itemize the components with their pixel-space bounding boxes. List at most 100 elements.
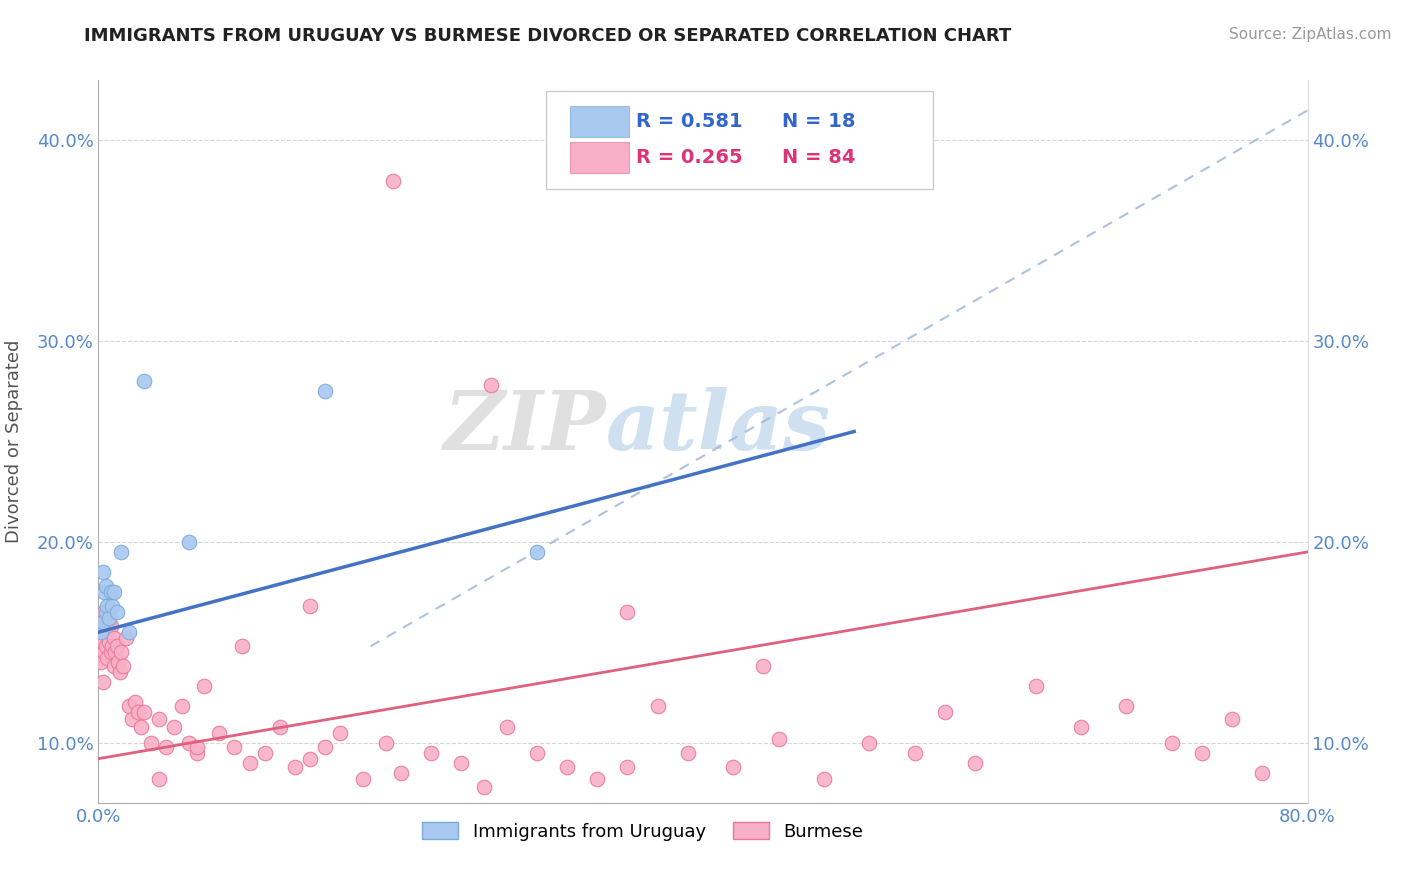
Point — [132, 374, 155, 388]
Point — [904, 746, 927, 760]
Point — [1220, 712, 1243, 726]
Point — [148, 712, 170, 726]
Point — [389, 765, 412, 780]
Point — [723, 760, 745, 774]
Point — [93, 619, 115, 633]
Point — [90, 625, 112, 640]
Point — [179, 534, 201, 549]
Point — [94, 579, 117, 593]
Text: R = 0.581: R = 0.581 — [637, 112, 744, 131]
Point — [121, 712, 143, 726]
Point — [94, 611, 117, 625]
Point — [101, 639, 124, 653]
Point — [103, 632, 125, 646]
Point — [586, 772, 609, 786]
Point — [103, 585, 125, 599]
FancyBboxPatch shape — [569, 143, 630, 173]
Point — [148, 772, 170, 786]
Point — [374, 735, 396, 749]
Point — [170, 699, 193, 714]
Point — [107, 655, 129, 669]
Point — [253, 746, 276, 760]
Point — [163, 719, 186, 733]
Point — [647, 699, 669, 714]
Point — [104, 645, 127, 659]
Text: N = 18: N = 18 — [782, 112, 855, 131]
Point — [1024, 680, 1046, 694]
Point — [141, 735, 163, 749]
Point — [1251, 765, 1274, 780]
Text: ZIP: ZIP — [444, 387, 606, 467]
Point — [110, 645, 132, 659]
Point — [284, 760, 307, 774]
Point — [768, 731, 790, 746]
FancyBboxPatch shape — [569, 106, 630, 136]
Point — [481, 378, 503, 392]
Point — [100, 619, 122, 633]
Point — [127, 706, 149, 720]
Point — [93, 645, 115, 659]
Point — [616, 605, 638, 619]
Point — [526, 746, 548, 760]
Point — [100, 645, 122, 659]
Point — [329, 725, 352, 739]
Point — [231, 639, 253, 653]
Point — [96, 599, 118, 614]
Text: atlas: atlas — [606, 387, 831, 467]
Point — [314, 384, 336, 399]
Point — [555, 760, 578, 774]
Point — [96, 651, 118, 665]
Point — [93, 585, 115, 599]
Point — [299, 751, 322, 765]
Point — [111, 659, 134, 673]
Point — [100, 585, 122, 599]
Legend: Immigrants from Uruguay, Burmese: Immigrants from Uruguay, Burmese — [415, 814, 870, 848]
Point — [1070, 719, 1092, 733]
Point — [108, 665, 131, 680]
Point — [193, 680, 215, 694]
Point — [114, 632, 136, 646]
Point — [934, 706, 956, 720]
Point — [186, 739, 208, 754]
Y-axis label: Divorced or Separated: Divorced or Separated — [4, 340, 22, 543]
Point — [965, 756, 987, 770]
Point — [91, 675, 114, 690]
Point — [91, 565, 114, 579]
Point — [98, 615, 121, 630]
Point — [91, 615, 114, 630]
Point — [94, 605, 117, 619]
Point — [526, 545, 548, 559]
Point — [1191, 746, 1213, 760]
Point — [269, 719, 291, 733]
Point — [129, 719, 152, 733]
Point — [186, 746, 208, 760]
Point — [98, 635, 121, 649]
Point — [93, 605, 115, 619]
Text: IMMIGRANTS FROM URUGUAY VS BURMESE DIVORCED OR SEPARATED CORRELATION CHART: IMMIGRANTS FROM URUGUAY VS BURMESE DIVOR… — [84, 27, 1011, 45]
Point — [155, 739, 177, 754]
Point — [1115, 699, 1137, 714]
Point — [676, 746, 699, 760]
Point — [208, 725, 231, 739]
Text: Source: ZipAtlas.com: Source: ZipAtlas.com — [1229, 27, 1392, 42]
Point — [314, 739, 336, 754]
Point — [420, 746, 443, 760]
Point — [813, 772, 835, 786]
Point — [98, 611, 121, 625]
Point — [752, 659, 775, 673]
Point — [94, 639, 117, 653]
Point — [1160, 735, 1182, 749]
Point — [110, 545, 132, 559]
Point — [105, 639, 128, 653]
Point — [382, 173, 405, 188]
Point — [103, 659, 125, 673]
Point — [118, 625, 141, 640]
Point — [352, 772, 374, 786]
Point — [179, 735, 201, 749]
FancyBboxPatch shape — [546, 91, 932, 189]
Point — [124, 696, 146, 710]
Point — [224, 739, 246, 754]
Point — [101, 599, 124, 614]
Text: N = 84: N = 84 — [782, 148, 855, 167]
Point — [299, 599, 322, 614]
